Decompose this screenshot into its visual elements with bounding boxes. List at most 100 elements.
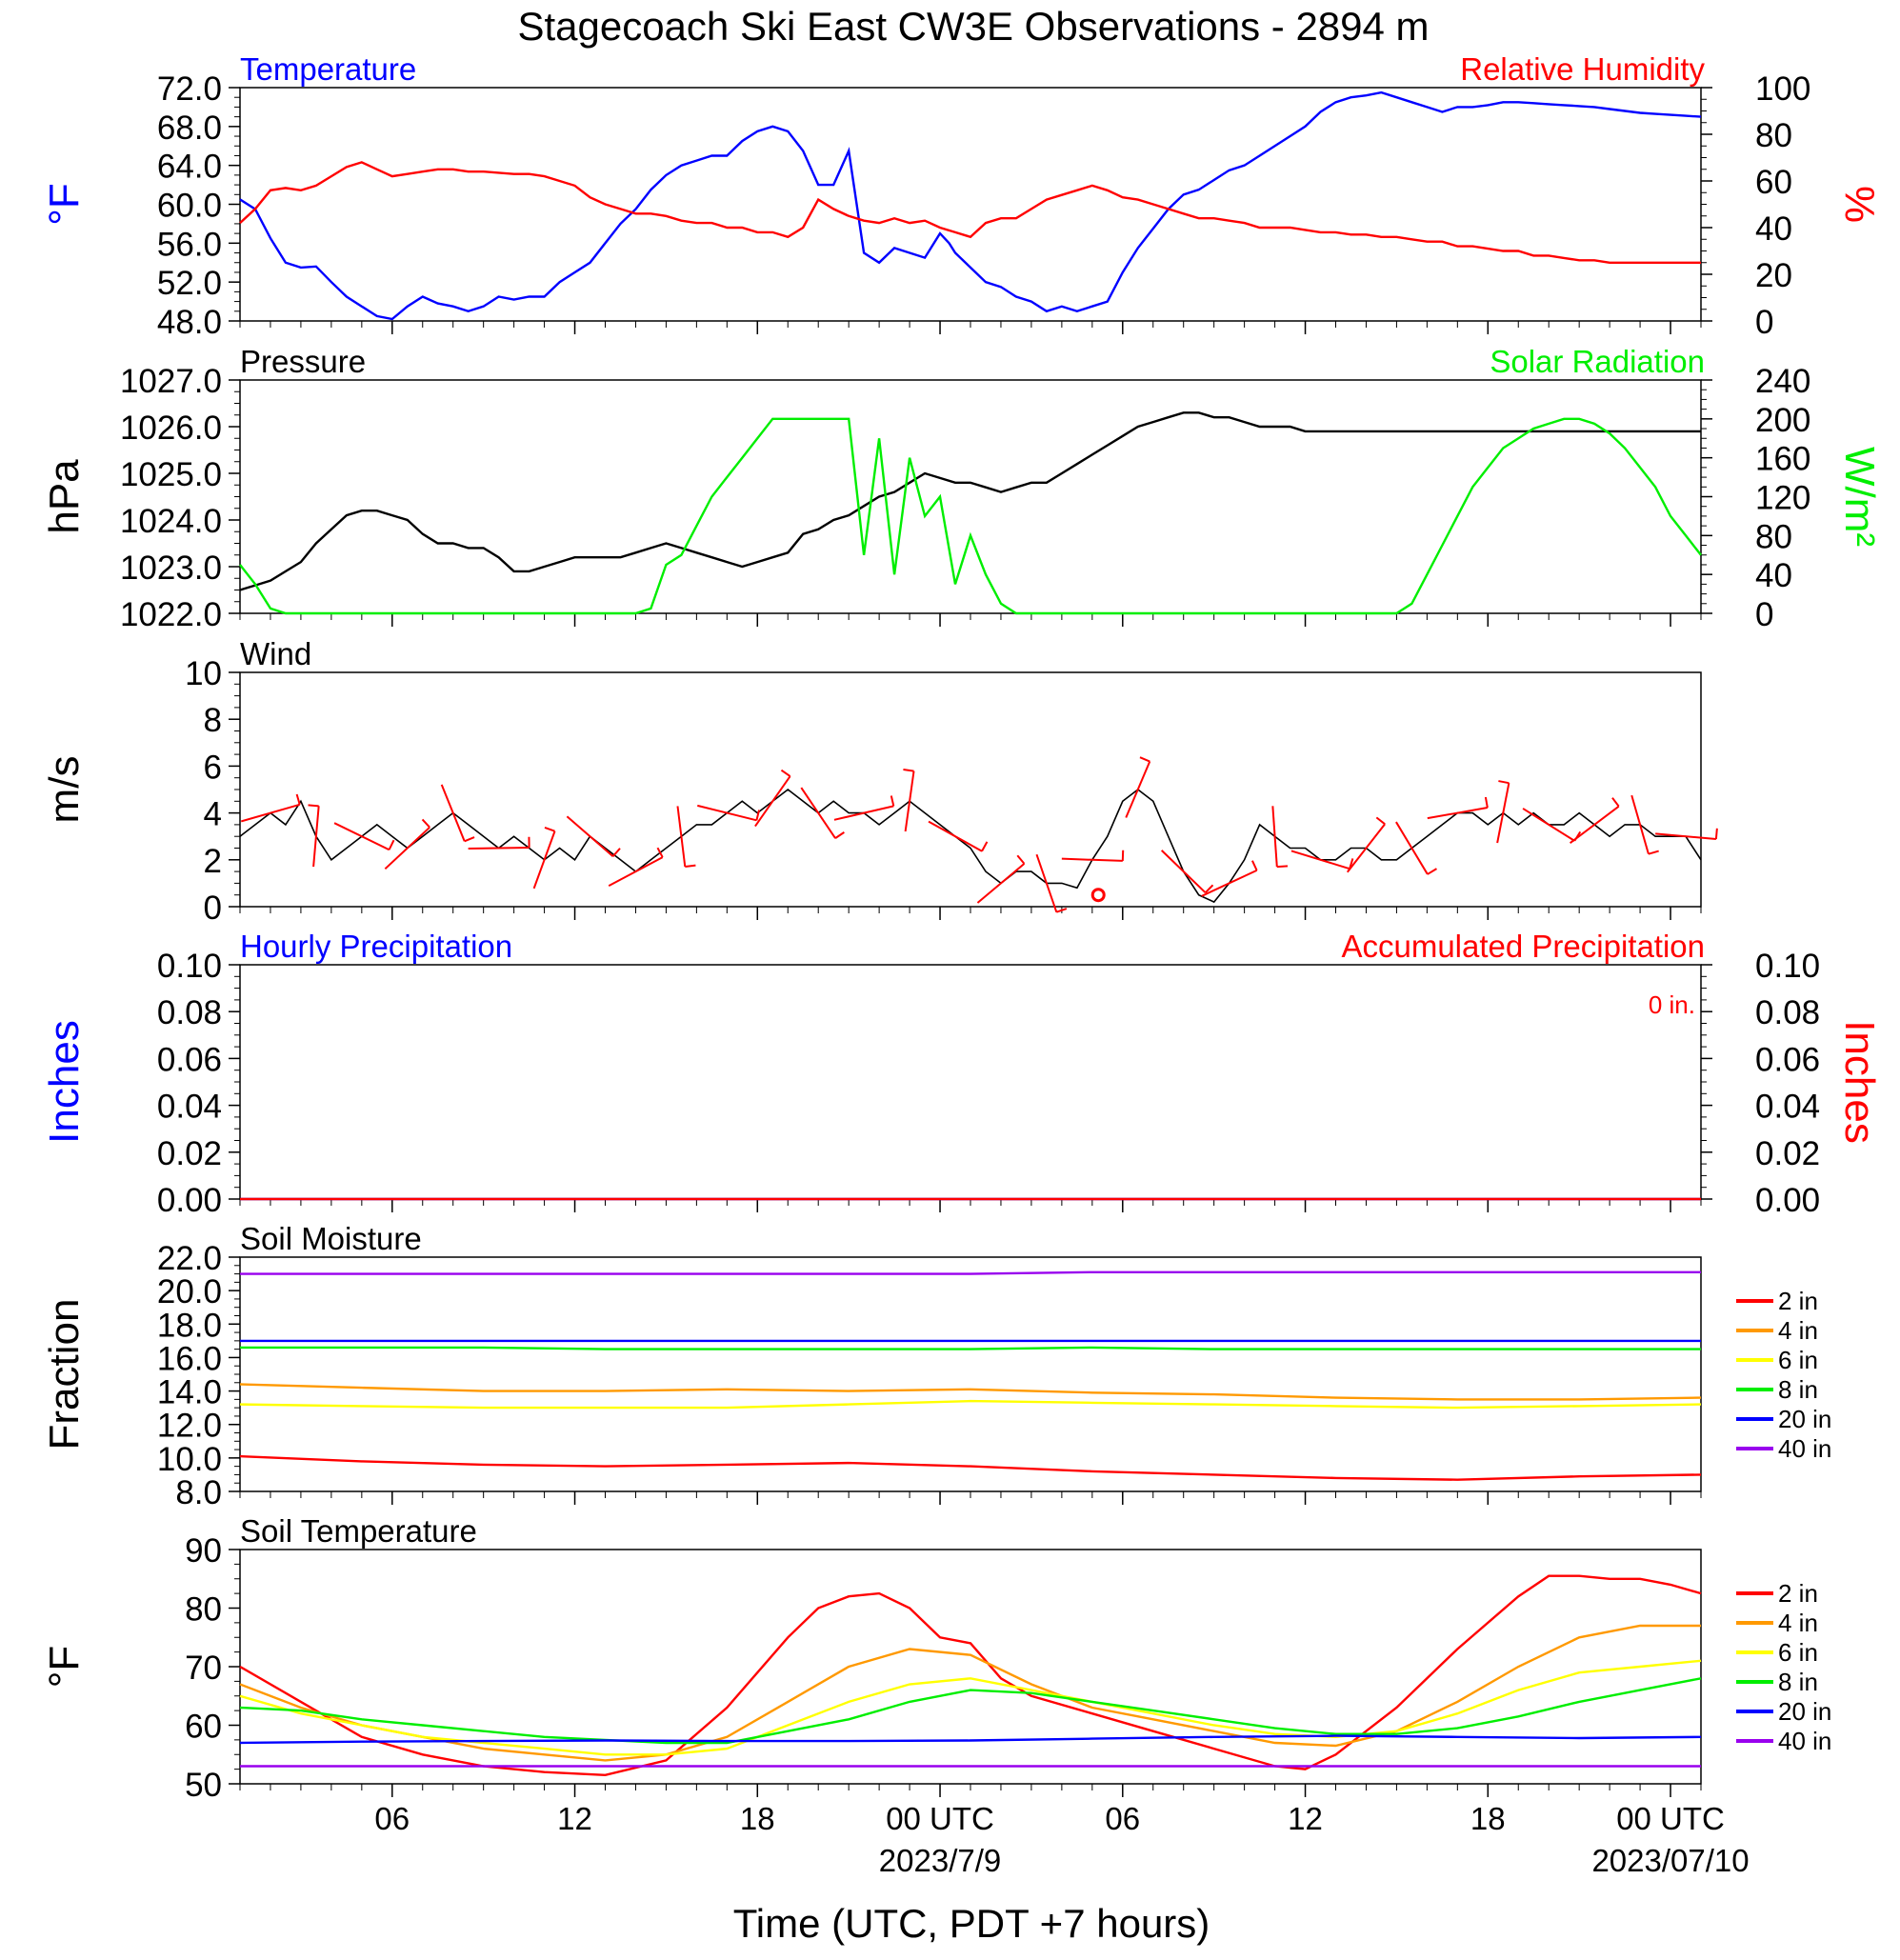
wind-barb xyxy=(904,770,915,832)
y-tick-label-left: 6 xyxy=(204,749,222,786)
y-tick-label-right: 0.06 xyxy=(1755,1041,1820,1078)
wind-barb-flag xyxy=(421,818,430,829)
y-tick-label-left: 1022.0 xyxy=(120,596,222,633)
x-tick-label: 18 xyxy=(1470,1801,1506,1836)
wind-barb xyxy=(240,803,300,823)
wind-barb-flag xyxy=(1375,816,1386,826)
y-tick-label-left: 52.0 xyxy=(157,265,222,302)
y-axis-label-left: °F xyxy=(41,183,88,225)
wind-barb xyxy=(608,856,664,888)
calm-wind-marker xyxy=(1090,888,1106,903)
y-tick-label-left: 90 xyxy=(185,1532,222,1570)
panel-title-right: Relative Humidity xyxy=(1460,51,1705,87)
y-tick-label-right: 100 xyxy=(1755,70,1810,108)
y-tick-label-right: 20 xyxy=(1755,257,1792,294)
legend-label: 6 in xyxy=(1778,1346,1818,1374)
plot-frame-soil_temperature xyxy=(239,1549,1702,1785)
y-tick-label-left: 60 xyxy=(185,1709,222,1746)
wind-barb xyxy=(1395,821,1429,875)
y-tick-label-left: 0 xyxy=(204,890,222,927)
wind-barb xyxy=(1201,869,1258,897)
wind-barb xyxy=(1346,823,1386,873)
wind-barb xyxy=(1035,853,1058,912)
wind-barb xyxy=(1160,850,1207,894)
wind-barb xyxy=(1427,807,1489,820)
series-line-solar-radiation xyxy=(239,417,1702,615)
series-line-8-in xyxy=(240,1346,1701,1350)
wind-barb xyxy=(754,775,791,828)
y-tick-label-right: 0.10 xyxy=(1755,948,1820,985)
panel-title-left: Soil Moisture xyxy=(240,1221,422,1256)
panel-title-left: Hourly Precipitation xyxy=(240,929,512,964)
y-tick-label-left: 1023.0 xyxy=(120,550,222,587)
y-tick-label-left: 64.0 xyxy=(157,149,222,186)
y-tick-label-right: 160 xyxy=(1755,441,1810,478)
y-tick-label-left: 20.0 xyxy=(157,1273,222,1310)
y-tick-label-left: 0.00 xyxy=(157,1182,222,1219)
wind-barb-flag xyxy=(903,769,914,772)
wind-barb xyxy=(333,822,390,851)
y-tick-label-left: 0.08 xyxy=(157,994,222,1031)
y-tick-label-left: 48.0 xyxy=(157,304,222,341)
wind-barb-flag xyxy=(611,848,621,857)
x-date-label: 2023/7/9 xyxy=(879,1843,1001,1878)
legend-label: 2 in xyxy=(1778,1579,1818,1608)
y-axis-label-left: °F xyxy=(41,1646,88,1688)
wind-barb xyxy=(1061,857,1123,862)
y-tick-label-right: 0.04 xyxy=(1755,1089,1820,1126)
y-tick-label-left: 0.06 xyxy=(157,1041,222,1078)
wind-barb-flag xyxy=(1251,860,1258,871)
x-tick-label: 00 UTC xyxy=(1616,1801,1725,1836)
legend-label: 40 in xyxy=(1778,1727,1831,1755)
y-axis-label-left: Inches xyxy=(41,1020,88,1144)
wind-barb-flag xyxy=(1016,854,1026,865)
y-tick-label-right: 0 xyxy=(1755,304,1773,341)
legend-label: 40 in xyxy=(1778,1434,1831,1463)
wind-barb-flag xyxy=(1648,850,1659,855)
y-tick-label-left: 80 xyxy=(185,1591,222,1629)
y-tick-label-left: 56.0 xyxy=(157,226,222,263)
wind-barb-flag xyxy=(780,769,791,777)
y-tick-label-right: 80 xyxy=(1755,117,1792,154)
wind-barb-flag xyxy=(656,847,664,858)
series-line-20-in xyxy=(239,1734,1702,1745)
wind-barb-flag xyxy=(1139,756,1150,763)
wind-barb xyxy=(312,806,320,868)
plot-frame-soil_moisture xyxy=(239,1256,1702,1492)
legend-label: 4 in xyxy=(1778,1316,1818,1345)
y-tick-label-left: 14.0 xyxy=(157,1374,222,1411)
y-tick-label-right: 60 xyxy=(1755,164,1792,201)
wind-barb xyxy=(1569,805,1620,844)
legend-label: 6 in xyxy=(1778,1638,1818,1667)
y-tick-label-left: 72.0 xyxy=(157,70,222,108)
x-date-label: 2023/07/10 xyxy=(1591,1843,1749,1878)
wind-barb-flag xyxy=(295,793,301,806)
wind-barb xyxy=(676,806,687,868)
y-tick-label-left: 18.0 xyxy=(157,1307,222,1344)
wind-barb xyxy=(800,787,836,839)
y-tick-label-left: 68.0 xyxy=(157,110,222,147)
y-tick-label-left: 1027.0 xyxy=(120,363,222,400)
wind-barb-flag xyxy=(1276,865,1289,869)
y-axis-label-left: hPa xyxy=(41,459,88,534)
y-tick-label-left: 70 xyxy=(185,1650,222,1687)
series-line-4-in xyxy=(239,1383,1702,1401)
wind-barb-flag xyxy=(755,810,761,821)
y-tick-label-right: 240 xyxy=(1755,363,1810,400)
wind-barb-flag xyxy=(1055,908,1068,913)
wind-barb-flag xyxy=(1611,797,1620,808)
y-tick-label-right: 80 xyxy=(1755,518,1792,555)
y-tick-label-left: 60.0 xyxy=(157,188,222,225)
wind-barb-flag xyxy=(890,795,895,807)
legend-label: 8 in xyxy=(1778,1375,1818,1404)
y-tick-label-right: 0.00 xyxy=(1755,1182,1820,1219)
wind-barb-flag xyxy=(685,864,696,868)
wind-barb-flag xyxy=(1484,796,1489,809)
panel-title-left: Wind xyxy=(240,636,311,671)
wind-barb-flag xyxy=(834,831,845,839)
y-tick-label-left: 1026.0 xyxy=(120,410,222,447)
y-tick-label-left: 12.0 xyxy=(157,1408,222,1445)
y-tick-label-left: 10.0 xyxy=(157,1441,222,1478)
wind-barb-flag xyxy=(1427,868,1437,875)
